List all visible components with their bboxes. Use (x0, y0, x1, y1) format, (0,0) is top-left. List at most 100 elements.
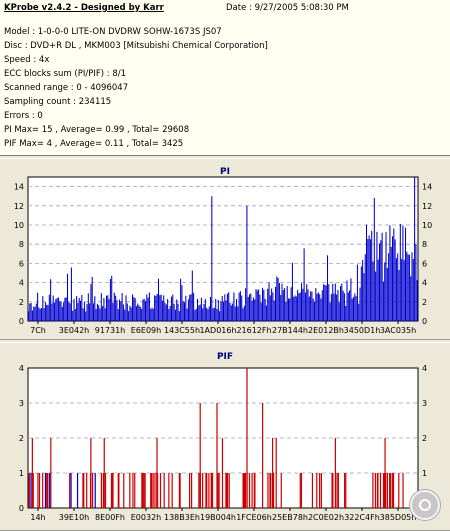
pi-bar (106, 295, 108, 321)
pi-bar (37, 292, 39, 321)
pi-bar (337, 290, 339, 321)
pi-bar (395, 258, 397, 321)
pi-bar (260, 302, 262, 321)
pi-bar (54, 302, 56, 321)
pif-bar (331, 473, 333, 508)
pi-bar (299, 292, 301, 321)
pi-bar (197, 298, 199, 321)
pi-bar (288, 298, 290, 321)
x-tick-label: 25EB78h (272, 513, 308, 522)
pi-bar (310, 291, 312, 321)
pi-bar (33, 306, 35, 321)
pi-bar (165, 304, 167, 321)
pi-bar (89, 303, 91, 321)
x-tick-label: 7Ch (30, 326, 46, 335)
pif-bar (267, 473, 269, 508)
x-tick-label: 8E00Fh (95, 513, 125, 522)
pi-bar (104, 308, 106, 321)
pif-bar (383, 473, 385, 508)
pi-bar (397, 253, 399, 321)
pi-bar (204, 298, 206, 321)
pi-bar (148, 292, 150, 321)
pi-bar (302, 288, 304, 321)
info-speed: Speed : 4x (4, 55, 50, 65)
pif-bar (129, 473, 131, 508)
pi-bar (151, 307, 153, 321)
pi-bar (250, 293, 252, 321)
pif-bar (103, 438, 105, 508)
pi-bar (77, 303, 79, 321)
pi-bar (213, 307, 215, 321)
pif-bar (150, 473, 152, 508)
pi-bar (362, 259, 364, 321)
pi-bar (74, 308, 76, 321)
pif-bar (50, 438, 52, 508)
pi-bar (94, 296, 96, 321)
pi-bar (341, 283, 343, 321)
pi-bar (254, 299, 256, 321)
pi-bar (334, 283, 336, 321)
pif-bar (218, 473, 220, 508)
pif-chart-title: PIF (216, 352, 234, 362)
pi-bar (202, 308, 204, 321)
pi-bar (272, 292, 274, 321)
pi-bar (411, 252, 413, 321)
pi-bar (224, 294, 226, 321)
x-tick-label: 39E10h (59, 513, 89, 522)
x-tick-label: 27B144h (272, 326, 308, 335)
pi-bar (277, 278, 279, 321)
pi-bar (340, 286, 342, 321)
pi-bar (113, 292, 115, 321)
pi-bar (355, 296, 357, 321)
pi-bar (303, 248, 305, 321)
pi-bar (241, 295, 243, 321)
pi-bar (47, 304, 49, 321)
pi-bar (145, 301, 147, 321)
pi-bar (372, 261, 374, 321)
pi-bar (312, 298, 314, 321)
pif-bar (392, 473, 395, 508)
pi-bar (63, 302, 65, 321)
y-tick-label-right: 2 (422, 298, 427, 307)
y-tick-label-right: 0 (422, 317, 427, 326)
pi-bar (93, 303, 95, 321)
pi-bar (64, 297, 66, 321)
pi-bar (386, 267, 388, 321)
pif-bar (178, 473, 180, 508)
pi-bar (146, 294, 148, 321)
pif-bar (100, 473, 103, 508)
pif-bar (156, 473, 158, 508)
x-tick-label: E6E09h (131, 326, 161, 335)
pi-bar (255, 289, 257, 321)
pi-bar (229, 302, 231, 321)
pif-bar (199, 403, 201, 508)
pi-bar (373, 197, 375, 321)
pi-bar (96, 303, 98, 321)
pif-bar (94, 473, 96, 508)
pi-bar (180, 278, 182, 321)
pi-bar (116, 300, 118, 321)
pi-bar (252, 297, 254, 321)
pif-bar (217, 473, 219, 508)
pi-bar (112, 302, 114, 321)
x-tick-label: 3450D1h (344, 326, 381, 335)
pi-bar (103, 297, 105, 321)
pi-bar (236, 298, 238, 321)
pif-bar (228, 473, 230, 508)
pi-bar (280, 294, 282, 321)
pif-bar (243, 473, 246, 508)
pi-bar (407, 254, 409, 321)
pi-bar (349, 290, 351, 321)
pi-bar (336, 294, 338, 321)
pi-bar (55, 299, 57, 321)
pi-bar (169, 305, 171, 321)
pif-bar (118, 473, 120, 508)
pi-bar (158, 278, 160, 321)
pif-bar (208, 473, 210, 508)
pi-bar (102, 305, 104, 321)
pi-bar (350, 278, 352, 321)
pif-bar (210, 473, 212, 508)
pi-bar (30, 303, 32, 321)
pi-bar (401, 258, 403, 321)
pi-bar (48, 294, 50, 321)
